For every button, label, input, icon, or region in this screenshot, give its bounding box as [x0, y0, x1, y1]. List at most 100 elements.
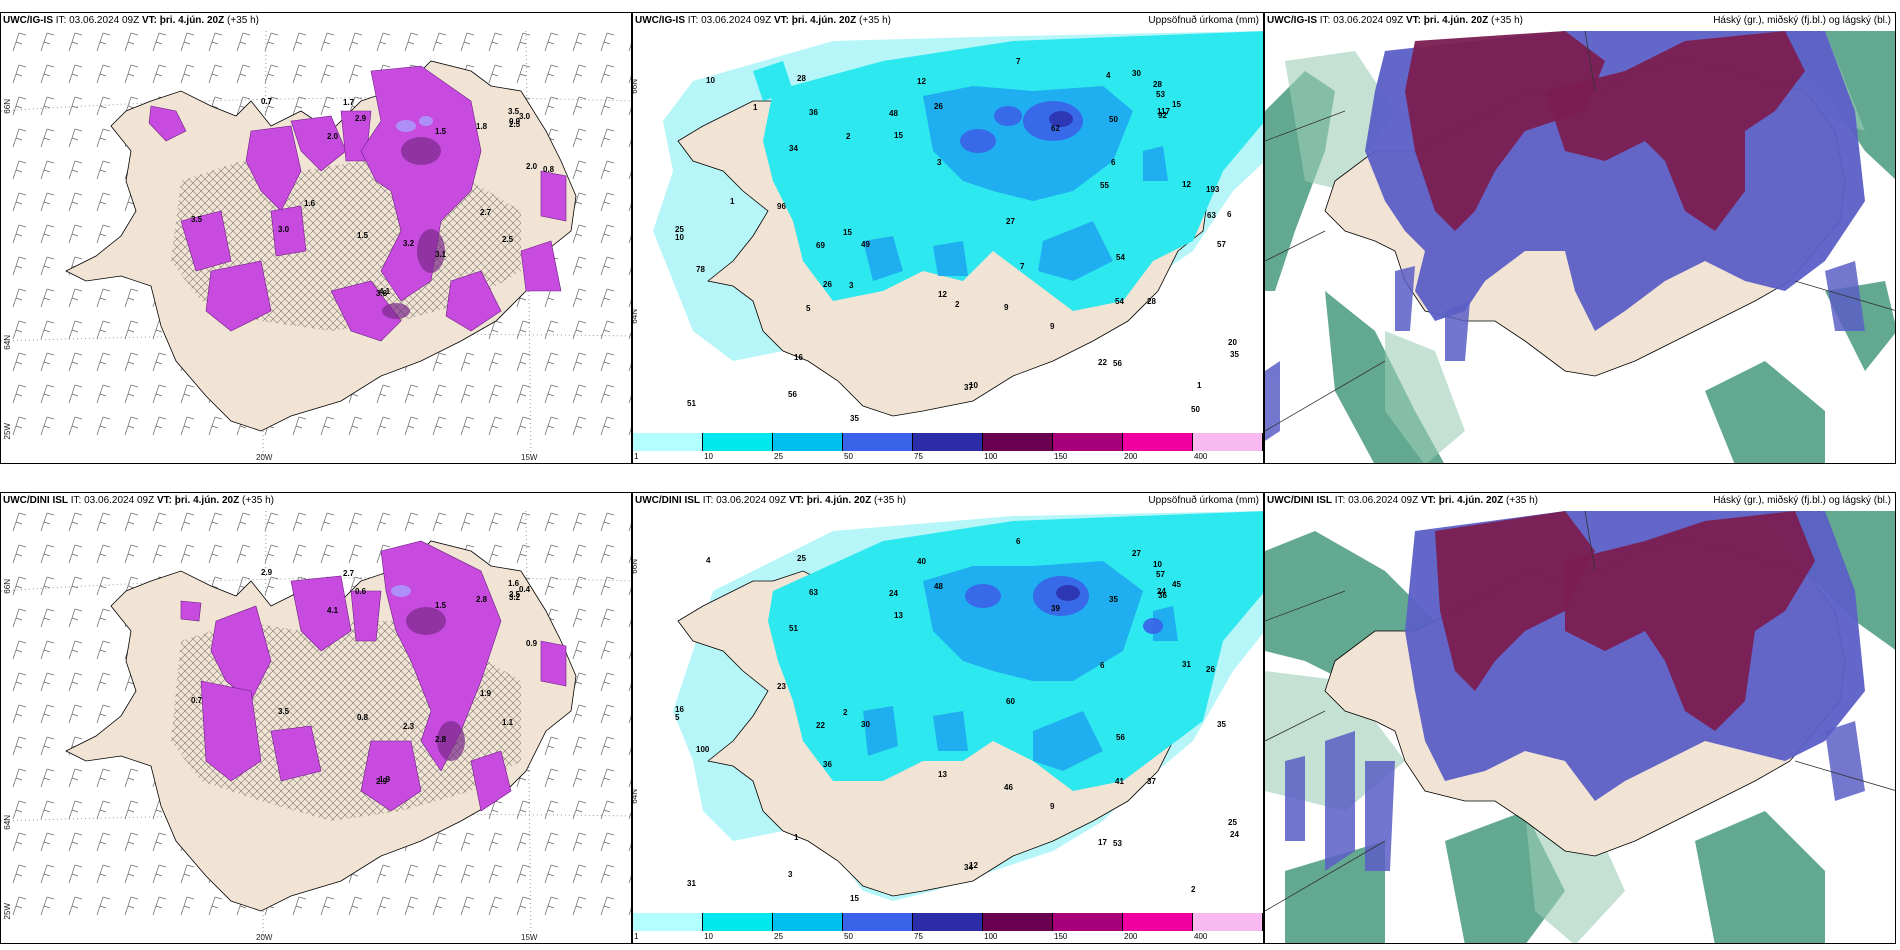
wind-barb	[544, 768, 559, 788]
wind-barb	[96, 800, 111, 820]
wind-barb	[572, 640, 587, 660]
wind-barb	[40, 64, 55, 84]
value-label: 2.0	[526, 162, 538, 171]
wind-barb	[68, 64, 83, 84]
value-label: 13	[894, 611, 903, 620]
lat-label-66n: 66N	[3, 579, 12, 594]
wind-barb	[600, 896, 615, 916]
wind-barb	[264, 32, 279, 52]
wind-barb	[264, 512, 279, 532]
wind-barb	[40, 672, 55, 692]
value-label: 2.8	[476, 595, 488, 604]
wind-barb	[572, 384, 587, 404]
colorbar	[633, 433, 1263, 451]
wind-barb	[376, 384, 391, 404]
wind-barb	[544, 384, 559, 404]
value-label: 45	[1172, 580, 1181, 589]
wind-barb	[600, 768, 615, 788]
wind-barb	[96, 544, 111, 564]
wind-barb	[180, 416, 195, 436]
value-label: 27	[1132, 549, 1141, 558]
value-label: 0.7	[191, 696, 203, 705]
wind-barb	[432, 512, 447, 532]
value-label: 2	[843, 708, 848, 717]
wind-barb	[124, 512, 139, 532]
wind-barb	[68, 320, 83, 340]
colorbar-label: 150	[1054, 932, 1068, 941]
wind-barb	[320, 32, 335, 52]
wind-barb	[40, 32, 55, 52]
value-label: 1.6	[304, 199, 316, 208]
value-label: 37	[1147, 777, 1156, 786]
value-label: 5	[675, 713, 680, 722]
map-cloud-cover	[1265, 31, 1895, 463]
colorbar-label: 100	[984, 932, 998, 941]
colorbar-label: 25	[774, 452, 783, 461]
wind-barb	[488, 864, 503, 884]
colorbar-label: 1	[634, 452, 639, 461]
wind-barb	[68, 576, 83, 596]
wind-barb	[12, 352, 27, 372]
wind-barb	[68, 896, 83, 916]
wind-barb	[208, 32, 223, 52]
wind-barb	[12, 608, 27, 628]
value-label: 63	[809, 588, 818, 597]
value-label: 28	[1147, 297, 1156, 306]
wind-barb	[40, 384, 55, 404]
value-label: 34	[964, 863, 973, 872]
panel-top-right-cloud-cover: UWC/IG-IS IT: 03.06.2024 09Z VT: þri. 4.…	[1264, 12, 1896, 464]
wind-barb	[488, 352, 503, 372]
wind-barb	[572, 512, 587, 532]
wind-barb	[460, 832, 475, 852]
panel-subtitle: Uppsöfnuð úrkoma (mm)	[1148, 495, 1259, 506]
wind-barb	[572, 224, 587, 244]
wind-barb	[600, 800, 615, 820]
lat-label-64n: 64N	[632, 309, 639, 324]
wind-barb	[96, 896, 111, 916]
value-label: 57	[1156, 570, 1165, 579]
wind-barb	[460, 512, 475, 532]
value-label: 30	[1132, 69, 1141, 78]
wind-barb	[572, 352, 587, 372]
wind-barb	[376, 896, 391, 916]
wind-barb	[152, 64, 167, 84]
colorbar-label: 400	[1194, 932, 1208, 941]
map-precip-type: 4.11.92.93.52.71.12.30.90.82.82.92.81.61…	[1, 511, 631, 943]
wind-barb	[460, 864, 475, 884]
lat-label-64n: 64N	[632, 789, 639, 804]
wind-barb	[544, 288, 559, 308]
wind-barb	[572, 96, 587, 116]
value-label: 12	[917, 77, 926, 86]
value-label: 3.1	[435, 250, 447, 259]
wind-barb	[600, 832, 615, 852]
value-label: 10	[1153, 560, 1162, 569]
lat-label-66n: 66N	[632, 559, 639, 574]
value-label: 4	[706, 556, 711, 565]
value-label: 0.8	[357, 713, 369, 722]
wind-barb	[544, 864, 559, 884]
wind-barb	[12, 672, 27, 692]
wind-barb	[96, 608, 111, 628]
value-label: 62	[1051, 124, 1060, 133]
wind-barb	[544, 320, 559, 340]
wind-barb	[320, 896, 335, 916]
wind-barb	[96, 160, 111, 180]
wind-barb	[96, 704, 111, 724]
value-label: 96	[777, 202, 786, 211]
value-label: 60	[1006, 697, 1015, 706]
wind-barb	[124, 32, 139, 52]
wind-barb	[152, 864, 167, 884]
wind-barb	[96, 832, 111, 852]
wind-barb	[516, 544, 531, 564]
panel-bottom-right-cloud-cover: UWC/DINI ISL IT: 03.06.2024 09Z VT: þri.…	[1264, 492, 1896, 944]
wind-barb	[572, 256, 587, 276]
wind-barb	[124, 64, 139, 84]
wind-barb	[404, 32, 419, 52]
colorbar-swatch	[1053, 913, 1123, 931]
wind-barb	[68, 672, 83, 692]
wind-barb	[68, 704, 83, 724]
wind-barb	[376, 864, 391, 884]
panel-title: UWC/DINI ISL IT: 03.06.2024 09Z VT: þri.…	[635, 495, 906, 506]
